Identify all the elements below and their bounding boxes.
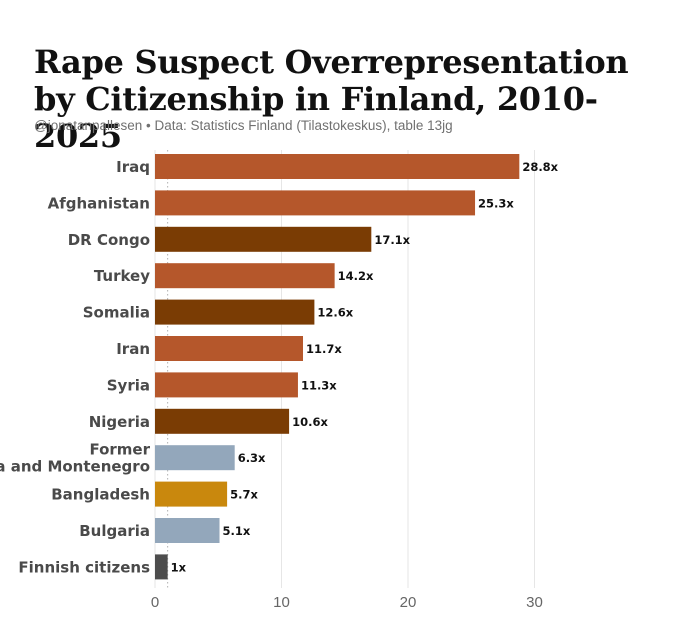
- bar: [155, 336, 304, 361]
- gridlines: [154, 150, 535, 588]
- bar: [155, 481, 228, 507]
- bar: [155, 518, 220, 543]
- category-label: Bangladesh: [51, 486, 150, 504]
- value-labels: 28.8x 25.3x 17.1x 14.2x 12.6x 11.7x 11.3x 10.6x…: [171, 160, 559, 574]
- category-label: Iraq: [116, 158, 150, 176]
- bar: [155, 190, 476, 216]
- category-label: Somalia: [83, 304, 150, 322]
- value-label: 11.7x: [306, 342, 342, 356]
- chart-title: Rape Suspect Overrepresentation by Citiz…: [34, 43, 629, 155]
- value-label: 25.3x: [478, 196, 514, 210]
- value-label: 12.6x: [317, 306, 353, 320]
- category-label: Iran: [116, 340, 150, 358]
- category-labels: Iraq Afghanistan DR Congo Turkey Somalia Iran…: [0, 158, 151, 576]
- x-tick-label: 20: [400, 594, 417, 611]
- category-label: Finnish citizens: [18, 558, 150, 576]
- value-label: 6.3x: [238, 451, 266, 465]
- x-axis-ticks: 0 10 20 30: [151, 594, 543, 611]
- bar: [155, 445, 235, 471]
- value-label: 5.1x: [223, 524, 251, 538]
- value-label: 10.6x: [292, 415, 328, 429]
- bar: [155, 263, 335, 289]
- value-label: 11.3x: [301, 378, 337, 392]
- value-label: 5.7x: [230, 488, 258, 502]
- chart-subtitle: @jonatanpallesen • Data: Statistics Finl…: [34, 118, 453, 133]
- category-label: Turkey: [94, 267, 150, 285]
- bar: [155, 299, 315, 325]
- bar: [155, 554, 168, 580]
- bar: [155, 408, 290, 434]
- value-label: 28.8x: [522, 160, 558, 174]
- x-tick-label: 0: [151, 594, 159, 611]
- bar: [155, 154, 520, 179]
- category-label: Nigeria: [89, 413, 150, 431]
- bar: [155, 226, 372, 252]
- value-label: 1x: [171, 560, 187, 574]
- category-label: Afghanistan: [48, 194, 150, 212]
- x-tick-label: 30: [526, 594, 543, 611]
- bars: [155, 154, 520, 580]
- value-label: 17.1x: [374, 233, 410, 247]
- x-tick-label: 10: [273, 594, 290, 611]
- category-label: Syria: [107, 376, 150, 394]
- category-label: DR Congo: [68, 231, 150, 249]
- bar: [155, 372, 298, 398]
- value-label: 14.2x: [338, 269, 374, 283]
- category-label: Bulgaria: [79, 522, 150, 540]
- category-label: FormerSerbia and Montenegro: [0, 441, 151, 476]
